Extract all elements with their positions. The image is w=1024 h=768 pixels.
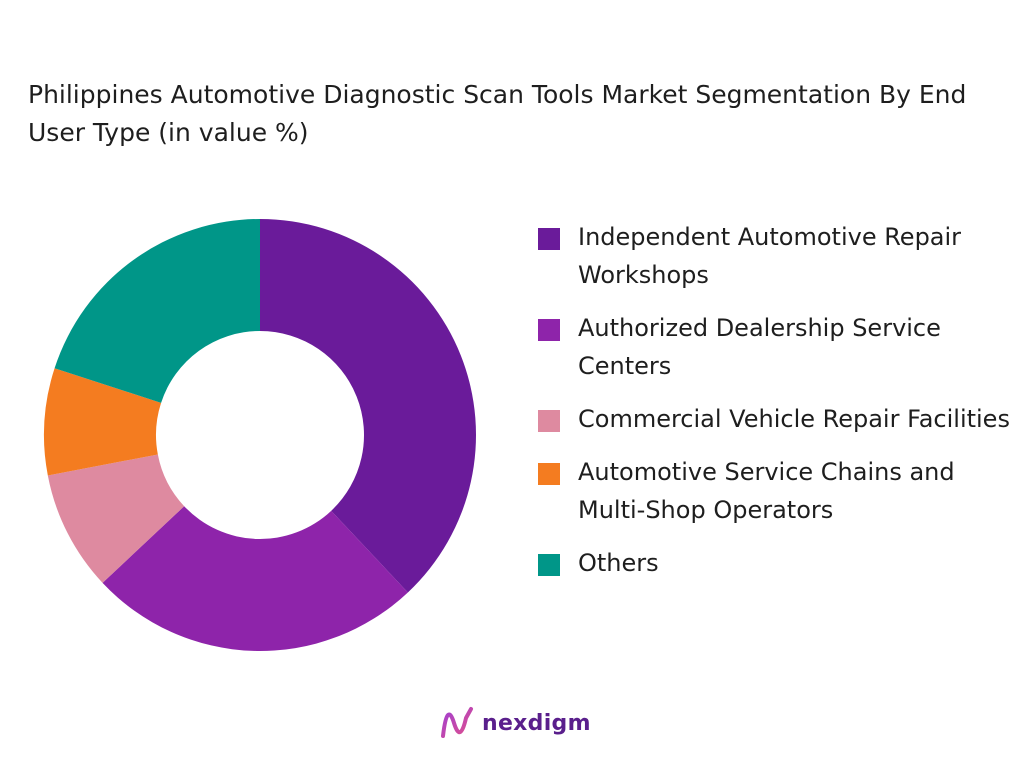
legend-swatch — [538, 410, 560, 432]
legend-label: Independent Automotive Repair Workshops — [578, 223, 962, 289]
donut-slice-4 — [43, 368, 162, 476]
legend-label: Automotive Service Chains and Multi-Shop… — [578, 458, 955, 524]
legend-label: Others — [578, 549, 659, 577]
donut-slice-5 — [54, 219, 260, 403]
brand-footer: nexdigm — [440, 703, 591, 743]
legend-label: Authorized Dealership Service Centers — [578, 314, 941, 380]
legend-item-3: Commercial Vehicle Repair Facilities — [538, 400, 1018, 438]
chart-legend: Independent Automotive Repair Workshops A… — [538, 218, 1018, 582]
donut-slice-3 — [47, 454, 185, 583]
legend-item-5: Others — [538, 544, 1018, 582]
nexdigm-logo-icon — [441, 707, 473, 738]
legend-swatch — [538, 554, 560, 576]
legend-label: Commercial Vehicle Repair Facilities — [578, 405, 1010, 433]
legend-item-4: Automotive Service Chains and Multi-Shop… — [538, 453, 1018, 529]
legend-swatch — [538, 228, 560, 250]
legend-item-1: Independent Automotive Repair Workshops — [538, 218, 1018, 294]
brand-name: nexdigm — [482, 710, 591, 736]
donut-chart — [43, 219, 476, 651]
legend-item-2: Authorized Dealership Service Centers — [538, 309, 1018, 385]
donut-slice-2 — [102, 506, 408, 651]
chart-title: Philippines Automotive Diagnostic Scan T… — [28, 80, 967, 147]
legend-swatch — [538, 463, 560, 485]
legend-swatch — [538, 319, 560, 341]
donut-slice-1 — [260, 219, 476, 593]
